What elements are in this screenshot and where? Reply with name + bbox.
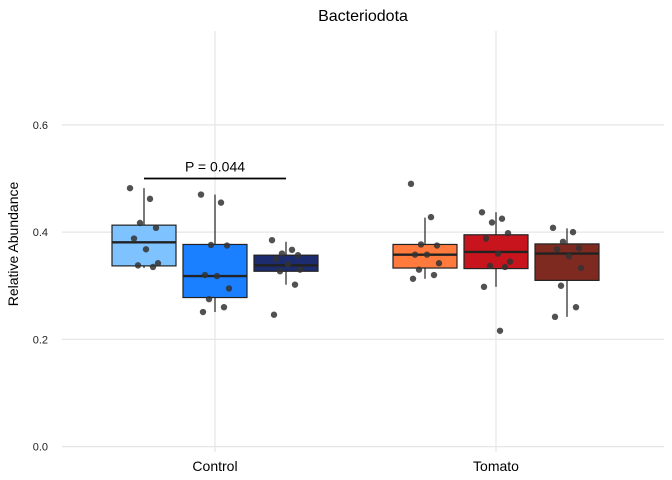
- data-point: [199, 308, 207, 316]
- data-point: [430, 271, 438, 279]
- y-tick-label: 0.4: [33, 227, 48, 239]
- box-rect: [534, 243, 600, 281]
- data-point: [225, 285, 233, 292]
- data-point: [553, 246, 561, 253]
- data-point: [278, 250, 286, 257]
- y-tick-label: 0.0: [33, 442, 48, 454]
- data-point: [559, 238, 567, 245]
- data-point: [272, 255, 280, 263]
- y-tick-label: 0.2: [33, 334, 48, 346]
- data-point: [423, 251, 431, 258]
- data-point: [207, 241, 215, 249]
- y-axis-title: Relative Abundance: [5, 182, 21, 307]
- data-point: [415, 266, 423, 273]
- data-point: [136, 219, 144, 227]
- box-tomato-1: [463, 212, 529, 287]
- data-point: [478, 209, 486, 216]
- data-point: [201, 271, 209, 279]
- data-point: [130, 235, 138, 242]
- data-point: [433, 242, 441, 249]
- data-point: [427, 213, 435, 221]
- data-point: [213, 272, 221, 280]
- data-point: [482, 235, 490, 242]
- data-point: [504, 229, 512, 237]
- data-point: [270, 311, 278, 318]
- data-point: [268, 236, 276, 244]
- data-point: [409, 275, 417, 282]
- data-point: [220, 303, 228, 311]
- data-point: [496, 327, 504, 334]
- box-series: [111, 188, 600, 317]
- data-point: [569, 228, 577, 236]
- box-rect: [182, 243, 248, 299]
- data-point: [126, 184, 134, 192]
- data-point: [549, 224, 557, 232]
- p-value-label: P = 0.044: [185, 158, 245, 174]
- data-point: [134, 262, 142, 269]
- data-point: [291, 281, 299, 288]
- x-tick-label: Tomato: [473, 458, 519, 474]
- data-point: [197, 191, 205, 198]
- data-point: [575, 245, 583, 252]
- data-point: [551, 313, 559, 321]
- data-point: [154, 260, 162, 267]
- x-tick-label: Control: [192, 458, 237, 474]
- y-axis-ticks: 0.0 0.2 0.4 0.6: [33, 120, 48, 454]
- data-point: [223, 242, 231, 249]
- data-point: [152, 224, 160, 232]
- data-point: [294, 251, 302, 259]
- data-points: [126, 180, 585, 334]
- data-point: [501, 263, 509, 271]
- data-point: [506, 258, 514, 265]
- data-point: [407, 180, 415, 188]
- data-point: [142, 246, 150, 253]
- significance-annotations: P = 0.044: [144, 158, 286, 180]
- data-point: [480, 283, 488, 291]
- box-tomato-0: [392, 217, 458, 279]
- data-point: [411, 251, 419, 258]
- data-point: [557, 282, 565, 289]
- data-point: [146, 195, 154, 203]
- box-tomato-2: [534, 228, 600, 317]
- data-point: [486, 262, 494, 270]
- data-point: [276, 268, 284, 275]
- data-point: [498, 215, 506, 222]
- data-point: [488, 219, 496, 226]
- data-point: [494, 250, 502, 257]
- box-control-1: [182, 194, 248, 313]
- data-point: [288, 246, 296, 254]
- box-control-0: [111, 188, 177, 269]
- x-axis-ticks: Control Tomato: [192, 458, 519, 474]
- data-point: [205, 295, 213, 303]
- data-point: [565, 253, 573, 260]
- data-point: [296, 266, 304, 273]
- data-point: [435, 260, 443, 267]
- chart-title: Bacteriodota: [318, 8, 408, 25]
- data-point: [577, 264, 585, 272]
- data-point: [217, 199, 225, 206]
- data-point: [572, 303, 580, 311]
- box-rect: [111, 224, 177, 267]
- data-point: [149, 263, 157, 271]
- y-tick-label: 0.6: [33, 120, 48, 132]
- data-point: [417, 241, 425, 248]
- data-point: [284, 261, 292, 268]
